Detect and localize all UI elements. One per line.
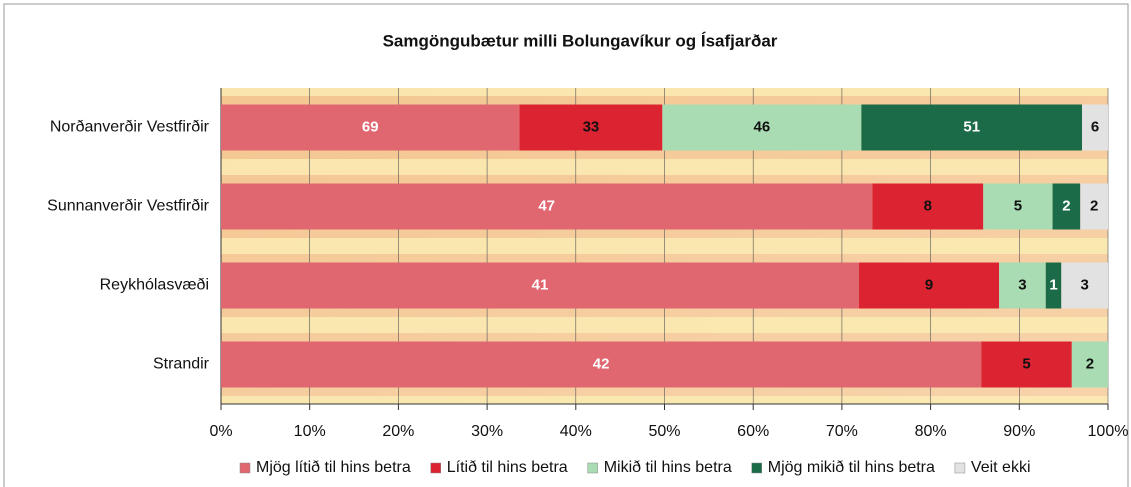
x-tick-label: 50%: [648, 423, 680, 440]
data-label: 2: [1062, 197, 1070, 214]
data-label: 2: [1086, 355, 1094, 372]
bar-segment: [861, 104, 1083, 151]
data-label: 51: [963, 118, 980, 135]
legend-swatch: [587, 462, 598, 474]
x-tick-label: 100%: [1088, 423, 1129, 440]
bar-segment: [981, 341, 1072, 388]
x-tick-label: 60%: [737, 423, 769, 440]
y-tick-label: Norðanverðir Vestfirðir: [50, 119, 210, 136]
legend-label: Mjög mikið til hins betra: [768, 459, 935, 476]
data-label: 6: [1091, 118, 1099, 135]
data-label: 47: [538, 197, 555, 214]
bar-segment: [1052, 183, 1081, 230]
data-label: 5: [1014, 197, 1022, 214]
data-label: 2: [1090, 197, 1098, 214]
x-tick-label: 30%: [471, 423, 503, 440]
data-label: 3: [1018, 276, 1026, 293]
x-tick-label: 10%: [294, 423, 326, 440]
data-label: 46: [754, 118, 771, 135]
bar-segment: [1080, 183, 1108, 230]
chart-title: Samgöngubætur milli Bolungavíkur og Ísaf…: [383, 31, 778, 50]
x-tick-label: 40%: [560, 423, 592, 440]
bar-segment: [1071, 341, 1108, 388]
data-label: 69: [362, 118, 379, 135]
bar-segment: [221, 104, 520, 151]
bar-segment: [1045, 262, 1062, 309]
plot-area-clip: [221, 78, 1108, 88]
x-tick-label: 20%: [382, 423, 414, 440]
x-tick-label: 90%: [1003, 423, 1035, 440]
data-label: 41: [532, 276, 549, 293]
legend-label: Mikið til hins betra: [604, 459, 732, 476]
bar-segment: [1082, 104, 1108, 151]
y-tick-label: Sunnanverðir Vestfirðir: [47, 198, 210, 215]
bar-segment: [221, 341, 982, 388]
legend-swatch: [430, 462, 441, 474]
y-tick-label: Strandir: [153, 356, 210, 373]
legend-label: Veit ekki: [971, 459, 1031, 476]
bar-segment: [983, 183, 1053, 230]
x-tick-label: 70%: [826, 423, 858, 440]
legend-swatch: [751, 462, 762, 474]
bar-segment: [859, 262, 1000, 309]
bar-segment: [519, 104, 663, 151]
data-label: 42: [593, 355, 610, 372]
bar-segment: [872, 183, 984, 230]
bar-segment: [999, 262, 1046, 309]
bar-segment: [221, 262, 860, 309]
data-label: 1: [1049, 276, 1057, 293]
legend-label: Lítið til hins betra: [447, 459, 568, 476]
bar-segment: [1061, 262, 1108, 309]
x-tick-label: 80%: [915, 423, 947, 440]
y-tick-label: Reykhólasvæði: [100, 277, 209, 294]
data-label: 3: [1080, 276, 1088, 293]
bar-segment: [221, 183, 873, 230]
legend-label: Mjög lítið til hins betra: [256, 459, 411, 476]
data-label: 5: [1022, 355, 1030, 372]
bar-segment: [662, 104, 862, 151]
legend-swatch: [954, 462, 966, 474]
x-tick-label: 0%: [209, 423, 232, 440]
data-label: 8: [924, 197, 932, 214]
legend-swatch: [239, 462, 251, 474]
data-label: 9: [925, 276, 933, 293]
data-label: 33: [583, 118, 600, 135]
